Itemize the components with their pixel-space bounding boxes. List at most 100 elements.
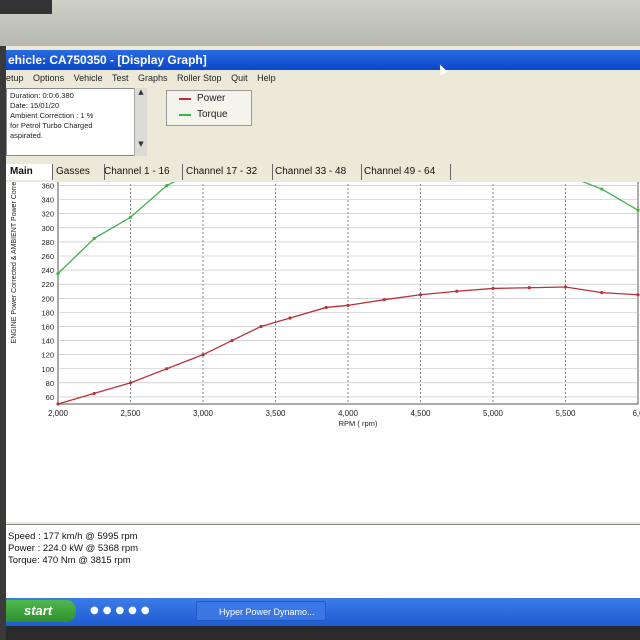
y-tick-label: 180: [41, 308, 54, 317]
menu-test[interactable]: Test: [111, 73, 129, 83]
y-tick-label: 100: [41, 365, 54, 374]
data-point-power: [600, 291, 604, 295]
scroll-down-icon[interactable]: ▼: [138, 140, 144, 148]
info-duration: Duration: 0:0:6.380: [10, 91, 74, 100]
data-point-power: [491, 286, 495, 291]
y-tick-label: 220: [41, 280, 54, 289]
data-point-power: [288, 316, 292, 320]
data-point-power: [128, 381, 133, 385]
menu-vehicle[interactable]: Vehicle: [73, 73, 103, 83]
y-tick-label: 200: [41, 294, 54, 303]
data-point-power: [527, 286, 531, 290]
menu-bar: etup Options Vehicle Test Graphs Roller …: [6, 70, 640, 86]
data-point-power: [324, 305, 328, 310]
data-point-power: [563, 285, 568, 289]
menu-roller-stop[interactable]: Roller Stop: [177, 73, 222, 83]
y-tick-label: 300: [41, 224, 54, 233]
x-tick-label: 5,500: [555, 409, 576, 418]
data-point-power: [418, 293, 423, 297]
x-tick-label: 3,500: [265, 409, 286, 418]
y-tick-label: 340: [41, 196, 54, 205]
bezel-tag: [0, 0, 52, 14]
window-title: ehicle: CA750350 - [Display Graph]: [6, 50, 640, 70]
legend-swatch-power: [179, 98, 191, 100]
menu-options[interactable]: Options: [33, 73, 65, 83]
info-ambient: Ambient Correction : 1 %: [10, 111, 94, 120]
info-scrollbar[interactable]: ▲ ▼: [134, 88, 147, 156]
data-point-power: [92, 391, 96, 396]
legend-item-power: Power: [167, 91, 251, 107]
series-line-torque: [57, 182, 639, 275]
y-tick-label: 120: [41, 351, 54, 360]
data-point-power: [56, 402, 60, 406]
data-point-power: [201, 353, 205, 357]
monitor-bezel-left: [0, 46, 6, 640]
chart-svg: 2,000 2,500 3,000 3,500 4,000 4,500 5,000 5,500…: [11, 182, 640, 428]
data-point-torque: [92, 236, 96, 240]
data-point-torque: [56, 272, 60, 276]
x-tick-label: 2,500: [120, 409, 141, 418]
data-point-torque: [636, 208, 640, 212]
series-line-power: [57, 286, 639, 405]
menu-help[interactable]: Help: [257, 73, 276, 83]
data-point-power: [382, 298, 386, 302]
speed-result: Speed : 177 km/h @ 5995 rpm: [8, 531, 138, 542]
data-point-power: [455, 289, 459, 293]
data-point-power: [346, 303, 350, 307]
tab-channel-1-16[interactable]: Channel 1 - 16: [100, 164, 183, 180]
tab-channel-49-64[interactable]: Channel 49 - 64: [360, 164, 451, 180]
screen: ehicle: CA750350 - [Display Graph] etup …: [6, 46, 640, 626]
x-tick-label: 2,000: [48, 409, 69, 418]
tab-gasses[interactable]: Gasses: [52, 164, 105, 180]
y-tick-label: 160: [41, 322, 54, 331]
monitor-bezel: [0, 0, 640, 46]
data-point-power: [259, 324, 263, 329]
legend-label-power: Power: [197, 93, 226, 104]
y-axis-label: ENGINE Power Corrected & AMBIENT Power C…: [11, 182, 18, 343]
y-tick-label: 280: [41, 238, 54, 247]
scroll-up-icon[interactable]: ▲: [138, 88, 144, 96]
menu-graphs[interactable]: Graphs: [138, 73, 168, 83]
start-button[interactable]: start: [6, 600, 76, 622]
dyno-chart: 2,000 2,500 3,000 3,500 4,000 4,500 5,000 5,500…: [6, 182, 640, 522]
y-tick-label: 360: [41, 182, 54, 191]
taskbar: start ●●●●● Hyper Power Dynamo...: [6, 598, 640, 626]
tab-channel-17-32[interactable]: Channel 17 - 32: [182, 164, 273, 180]
data-point-torque: [128, 215, 133, 219]
x-axis-label: RPM ( rpm): [339, 419, 378, 428]
info-fuel: for Petrol Turbo Charged: [10, 121, 93, 130]
data-point-torque: [600, 187, 604, 191]
x-tick-label: 4,500: [410, 409, 431, 418]
x-tick-label: 6,0: [632, 409, 640, 418]
info-aspiration: aspirated.: [10, 131, 43, 140]
legend-swatch-torque: [179, 114, 191, 116]
legend-item-torque: Torque: [167, 107, 251, 123]
results-panel: Speed : 177 km/h @ 5995 rpm Power : 224.…: [6, 524, 640, 602]
menu-setup[interactable]: etup: [6, 73, 24, 83]
x-tick-label: 4,000: [338, 409, 359, 418]
legend-label-torque: Torque: [197, 109, 228, 120]
y-tick-label: 240: [41, 266, 54, 275]
y-tick-label: 80: [46, 379, 54, 388]
x-tick-label: 3,000: [193, 409, 214, 418]
data-point-power: [165, 367, 169, 371]
data-point-power: [636, 293, 640, 297]
tab-channel-33-48[interactable]: Channel 33 - 48: [271, 164, 362, 180]
info-panel: Duration: 0:0:6.380 Date: 15/01/20 Ambie…: [6, 88, 146, 156]
menu-quit[interactable]: Quit: [231, 73, 248, 83]
y-tick-label: 140: [41, 337, 54, 346]
quick-launch-icons[interactable]: ●●●●●: [90, 605, 154, 616]
x-tick-label: 5,000: [483, 409, 504, 418]
data-point-torque: [165, 183, 169, 188]
tab-main[interactable]: Main: [6, 164, 53, 180]
power-result: Power : 224.0 kW @ 5368 rpm: [8, 543, 139, 554]
y-tick-label: 60: [46, 393, 54, 402]
data-point-power: [230, 338, 234, 343]
tab-strip: Main Gasses Channel 1 - 16 Channel 17 - …: [6, 164, 640, 180]
taskbar-app-button[interactable]: Hyper Power Dynamo...: [196, 601, 326, 621]
info-date: Date: 15/01/20: [10, 101, 60, 110]
y-tick-label: 260: [41, 252, 54, 261]
torque-result: Torque: 470 Nm @ 3815 rpm: [8, 555, 131, 566]
chart-legend: Power Torque: [166, 90, 252, 126]
y-tick-label: 320: [41, 210, 54, 219]
